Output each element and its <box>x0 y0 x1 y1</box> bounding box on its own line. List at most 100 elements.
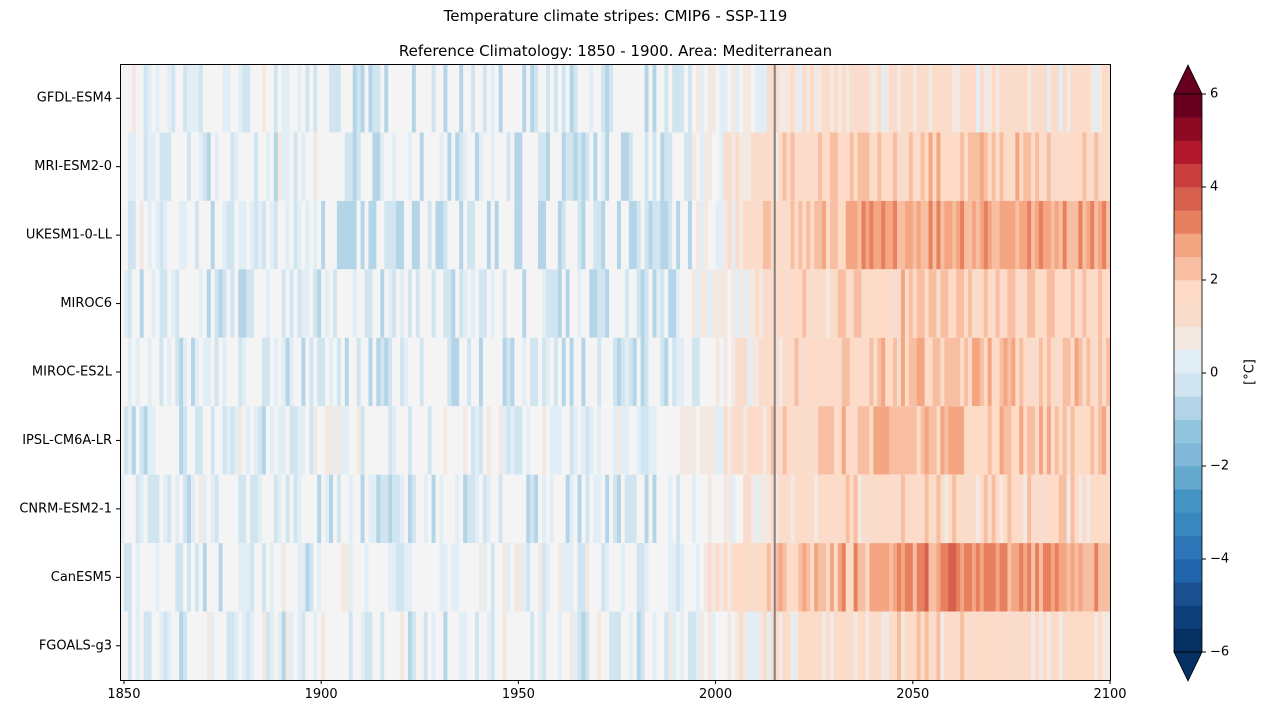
stripe <box>585 474 590 544</box>
colorbar-segment <box>1174 326 1202 351</box>
stripe <box>171 64 176 133</box>
stripe <box>179 132 184 201</box>
stripe <box>715 64 720 133</box>
stripe <box>581 269 586 338</box>
stripe <box>995 611 1000 680</box>
stripe <box>1011 132 1016 201</box>
stripe <box>782 406 787 475</box>
stripe <box>1050 132 1056 201</box>
stripe <box>873 611 878 680</box>
stripe <box>818 200 823 270</box>
stripe <box>719 269 724 338</box>
stripe <box>790 337 795 407</box>
stripe <box>983 543 989 612</box>
stripe <box>1003 200 1008 270</box>
stripe <box>187 64 192 133</box>
stripe <box>463 474 468 544</box>
stripe <box>680 132 685 201</box>
stripe <box>1062 406 1068 475</box>
stripe <box>1023 64 1028 133</box>
stripe <box>159 406 164 475</box>
stripe <box>1019 611 1024 680</box>
stripe <box>407 64 413 133</box>
stripe <box>127 543 133 612</box>
stripe <box>975 64 981 133</box>
stripe <box>352 474 358 544</box>
colorbar-extend-bottom <box>1173 651 1203 682</box>
stripe <box>897 474 902 544</box>
stripe <box>183 406 188 475</box>
y-tick-label: GFDL-ESM4 <box>37 91 112 106</box>
stripe <box>928 132 933 201</box>
stripe <box>269 543 275 612</box>
stripe <box>924 543 929 612</box>
stripe <box>865 269 870 338</box>
stripe <box>826 337 831 407</box>
stripe <box>1003 543 1008 612</box>
stripe <box>569 337 574 407</box>
stripe <box>171 406 176 475</box>
stripe <box>463 406 468 475</box>
stripe <box>321 337 326 407</box>
stripe <box>344 611 350 680</box>
stripe <box>143 611 149 680</box>
stripe <box>991 132 997 201</box>
stripe <box>601 543 606 612</box>
stripe <box>747 269 752 338</box>
stripe <box>1023 611 1028 680</box>
stripe <box>285 474 290 544</box>
stripe <box>293 132 298 201</box>
stripe <box>577 269 582 338</box>
stripe <box>1090 337 1095 407</box>
stripe <box>983 611 989 680</box>
stripe <box>163 474 168 544</box>
stripe <box>1058 543 1064 612</box>
stripe <box>904 132 910 201</box>
stripe <box>601 406 606 475</box>
stripe <box>964 543 969 612</box>
stripe <box>1027 611 1032 680</box>
stripe <box>1098 337 1103 407</box>
stripe <box>309 406 314 475</box>
stripe <box>443 474 448 544</box>
stripe <box>514 474 519 544</box>
stripe <box>490 543 496 612</box>
stripe <box>1086 269 1091 338</box>
stripe <box>360 611 365 680</box>
stripe <box>447 200 452 270</box>
stripe <box>557 132 563 201</box>
stripe <box>837 200 843 270</box>
stripe <box>309 543 314 612</box>
stripe <box>857 200 862 270</box>
stripe <box>538 64 543 133</box>
stripe <box>597 474 602 544</box>
stripe <box>747 337 752 407</box>
stripe <box>991 611 997 680</box>
stripe <box>569 132 574 201</box>
stripe <box>1023 132 1028 201</box>
stripe <box>849 337 855 407</box>
stripe <box>818 611 823 680</box>
stripe <box>1078 611 1083 680</box>
stripe <box>506 337 511 407</box>
stripe <box>695 474 701 544</box>
stripe <box>652 269 657 338</box>
stripe <box>766 474 772 544</box>
stripe <box>818 64 823 133</box>
stripe <box>127 474 133 544</box>
stripe <box>869 337 874 407</box>
stripe <box>644 132 649 201</box>
stripe <box>664 611 669 680</box>
stripe <box>313 543 318 612</box>
stripe <box>265 474 271 544</box>
stripe <box>652 64 657 133</box>
stripe <box>277 200 283 270</box>
stripe <box>463 611 468 680</box>
stripe <box>549 64 555 133</box>
stripe <box>762 269 768 338</box>
stripe <box>620 132 626 201</box>
stripe <box>163 406 168 475</box>
stripe <box>968 406 973 475</box>
stripe <box>451 337 456 407</box>
stripe <box>983 406 989 475</box>
